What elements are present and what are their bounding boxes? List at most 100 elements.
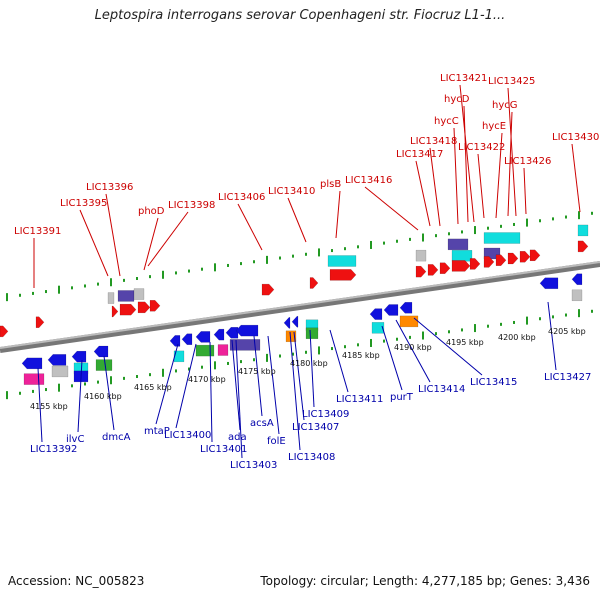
forward-tick <box>448 232 450 236</box>
forward-gene-label: LIC13406 <box>218 192 265 203</box>
forward-label-leader <box>507 87 517 217</box>
forward-tick <box>71 286 73 290</box>
reverse-tick <box>591 309 593 313</box>
forward-tick <box>513 222 515 226</box>
reverse-gene-label: LIC13407 <box>292 422 339 433</box>
forward-tick <box>331 249 333 253</box>
reverse-label-leader <box>309 329 315 408</box>
scale-label: 4205 kbp <box>548 327 586 336</box>
forward-gene-label: hycE <box>482 121 506 132</box>
reverse-gene-label: mtaP <box>144 426 170 437</box>
reverse-tick <box>448 330 450 334</box>
forward-label-leader <box>453 127 459 225</box>
reverse-label-leader <box>293 331 305 421</box>
reverse-gene <box>93 345 109 358</box>
forward-label-leader <box>571 143 581 213</box>
reverse-tick <box>97 380 99 384</box>
reverse-tick <box>32 389 34 393</box>
scale-label: 4165 kbp <box>134 383 172 392</box>
reverse-gene <box>291 315 299 328</box>
reverse-gene <box>217 344 229 356</box>
reverse-gene <box>539 277 559 290</box>
forward-tick <box>383 241 385 245</box>
topology-stats: Topology: circular; Length: 4,277,185 bp… <box>260 574 590 588</box>
reverse-gene <box>229 339 261 351</box>
reverse-tick <box>318 346 320 355</box>
reverse-tick <box>539 317 541 321</box>
reverse-tick <box>344 345 346 349</box>
forward-tick <box>474 226 476 235</box>
reverse-gene <box>235 324 259 337</box>
forward-gene-label: LIC13426 <box>504 156 551 167</box>
scale-label: 4185 kbp <box>342 351 380 360</box>
forward-label-leader <box>415 160 431 227</box>
forward-tick <box>370 240 372 249</box>
reverse-tick <box>227 361 229 365</box>
forward-gene-label: LIC13395 <box>60 198 107 209</box>
forward-tick <box>578 211 580 220</box>
forward-gene <box>149 300 161 312</box>
reverse-gene <box>383 304 399 316</box>
reverse-tick <box>58 383 60 392</box>
forward-tick <box>487 226 489 230</box>
forward-tick <box>214 263 216 272</box>
forward-gene-label: LIC13410 <box>268 186 315 197</box>
forward-gene <box>133 288 145 300</box>
forward-label-leader <box>507 111 513 217</box>
reverse-label-leader <box>395 319 431 383</box>
reverse-label-leader <box>329 329 349 393</box>
forward-label-leader <box>429 147 441 227</box>
reverse-gene-label: ada <box>228 432 247 443</box>
forward-gene <box>111 305 119 318</box>
reverse-tick <box>292 352 294 356</box>
forward-gene-label: LIC13416 <box>345 175 392 186</box>
reverse-tick <box>513 320 515 324</box>
forward-gene-label: LIC13398 <box>168 200 215 211</box>
reverse-tick <box>526 316 528 325</box>
forward-gene <box>469 258 481 270</box>
forward-gene <box>415 265 427 278</box>
forward-label-leader <box>105 193 121 277</box>
forward-tick <box>591 211 593 215</box>
forward-gene <box>529 249 541 262</box>
forward-label-leader <box>287 197 307 243</box>
forward-gene <box>507 252 519 265</box>
reverse-tick <box>71 384 73 388</box>
scale-label: 4170 kbp <box>188 375 226 384</box>
forward-tick <box>201 267 203 271</box>
forward-tick <box>266 255 268 264</box>
forward-tick <box>344 247 346 251</box>
reverse-label-leader <box>37 367 43 443</box>
reverse-label-leader <box>103 355 115 431</box>
forward-gene <box>137 301 151 314</box>
forward-gene <box>309 277 319 289</box>
forward-label-leader <box>237 203 263 251</box>
reverse-tick <box>240 360 242 364</box>
reverse-label-leader <box>547 301 557 371</box>
reverse-label-leader <box>381 325 403 391</box>
reverse-gene <box>225 326 239 339</box>
reverse-gene-label: LIC13414 <box>418 384 465 395</box>
forward-tick <box>357 245 359 249</box>
reverse-label-leader <box>77 359 83 433</box>
forward-gene-label: LIC13430 <box>552 132 599 143</box>
forward-gene <box>495 254 507 266</box>
reverse-gene <box>71 350 87 363</box>
scale-label: 4200 kbp <box>498 333 536 342</box>
forward-label-leader <box>79 209 109 277</box>
forward-gene-label: hycD <box>444 94 470 105</box>
forward-tick <box>6 293 8 302</box>
forward-tick <box>318 248 320 257</box>
forward-tick <box>253 260 255 264</box>
reverse-label-leader <box>267 335 280 435</box>
reverse-gene-label: LIC13408 <box>288 452 335 463</box>
reverse-tick <box>422 331 424 340</box>
reverse-gene-label: acsA <box>250 418 274 429</box>
forward-gene <box>119 303 137 316</box>
reverse-gene-label: folE <box>267 436 286 447</box>
forward-gene <box>427 264 439 276</box>
forward-tick <box>500 224 502 228</box>
reverse-gene <box>195 344 215 357</box>
forward-tick <box>162 270 164 279</box>
